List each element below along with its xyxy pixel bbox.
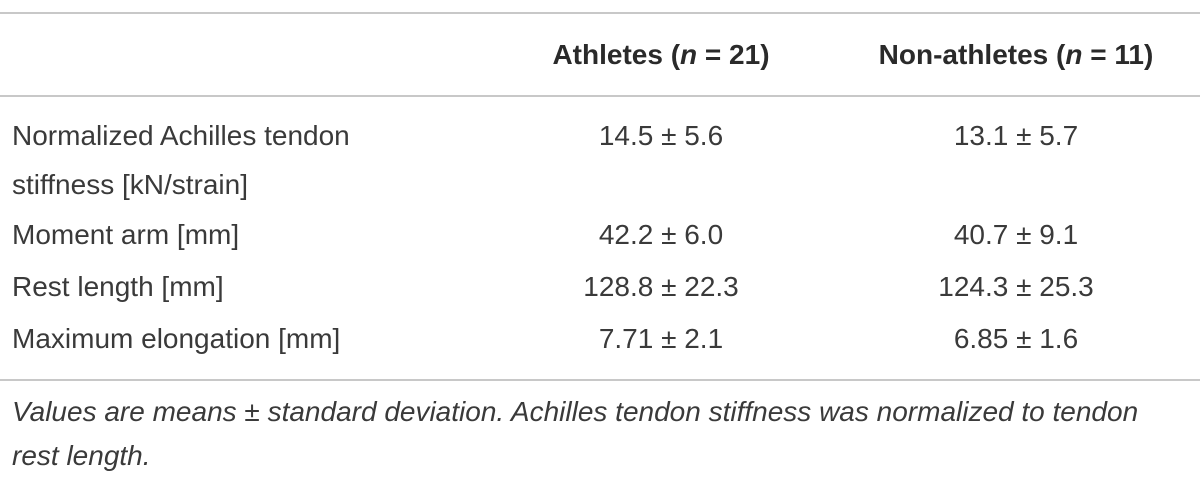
header-text: Non-athletes ( — [878, 38, 1066, 70]
row-label: Moment arm [mm] — [12, 219, 240, 250]
table-header: Athletes (n = 21) Non-athletes (n = 11) — [0, 13, 1200, 96]
row-label-cell: Moment arm [mm] — [0, 209, 530, 261]
header-row: Athletes (n = 21) Non-athletes (n = 11) — [0, 13, 1200, 96]
table-row: Rest length [mm] 128.8 ± 22.3 124.3 ± 25.3 — [0, 261, 1200, 313]
table-row: Moment arm [mm] 42.2 ± 6.0 40.7 ± 9.1 — [0, 209, 1200, 261]
value-cell: 7.71 ± 2.1 — [598, 323, 724, 354]
header-italic: n — [1065, 38, 1083, 70]
value-cell: 42.2 ± 6.0 — [598, 219, 724, 250]
footnote: Values are means ± standard deviation. A… — [12, 396, 1139, 471]
row-label-cell: Rest length [mm] — [0, 261, 530, 313]
header-text: = 21) — [697, 38, 770, 70]
table-row: Maximum elongation [mm] 7.71 ± 2.1 6.85 ± … — [0, 313, 1200, 380]
value-cell: 14.5 ± 5.6 — [598, 120, 724, 151]
header-empty — [0, 13, 530, 96]
data-table: Athletes (n = 21) Non-athletes (n = 11) … — [0, 12, 1200, 381]
header-text: Athletes ( — [552, 38, 681, 70]
header-italic: n — [680, 38, 698, 70]
value-cell: 124.3 ± 25.3 — [938, 271, 1094, 302]
row-label: Rest length [mm] — [12, 271, 224, 302]
column-header: Non-athletes (n = 11) — [792, 13, 1200, 96]
value-cell: 6.85 ± 1.6 — [953, 323, 1079, 354]
table-row: Normalized Achilles tendon stiffness [kN… — [0, 96, 1200, 209]
row-label-cell: Maximum elongation [mm] — [0, 313, 530, 380]
value-cell: 128.8 ± 22.3 — [583, 271, 739, 302]
row-label-cell: Normalized Achilles tendon stiffness [kN… — [0, 96, 530, 209]
value-cell: 40.7 ± 9.1 — [953, 219, 1079, 250]
value-cell: 13.1 ± 5.7 — [953, 120, 1079, 151]
table-body: Normalized Achilles tendon stiffness [kN… — [0, 96, 1200, 380]
header-text: = 11) — [1082, 38, 1154, 70]
column-header: Athletes (n = 21) — [530, 13, 792, 96]
row-label: Normalized Achilles tendon stiffness [kN… — [12, 120, 350, 200]
row-label: Maximum elongation [mm] — [12, 323, 341, 354]
